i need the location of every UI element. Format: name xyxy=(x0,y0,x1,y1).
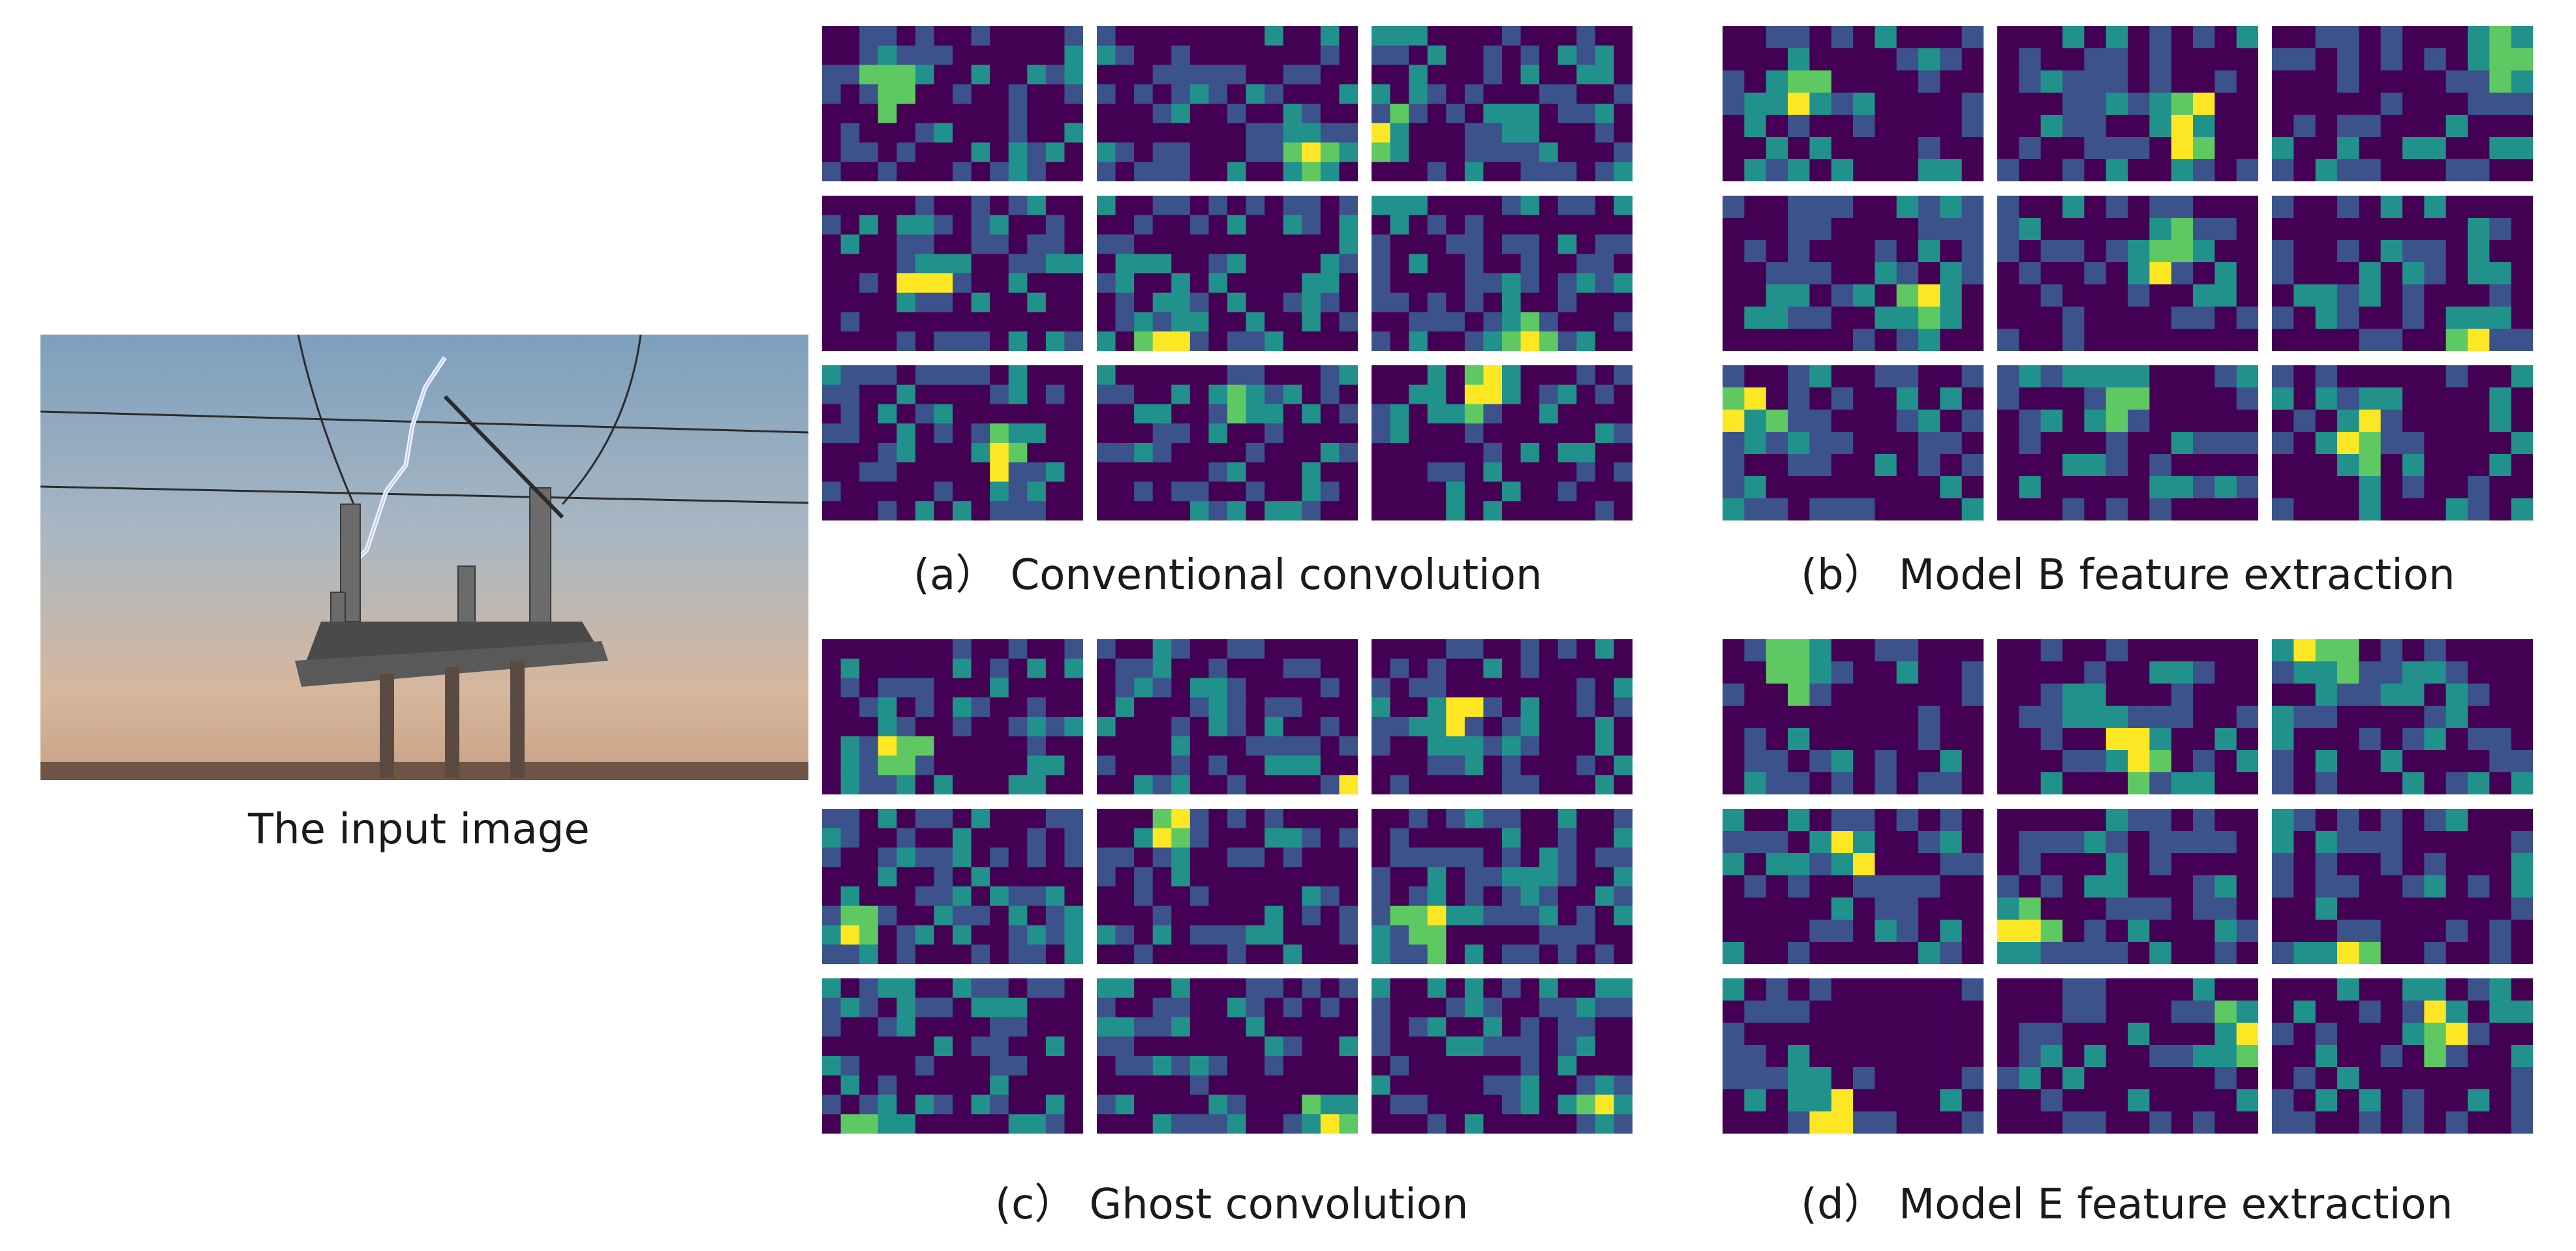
feature-map-a-3-3 xyxy=(1372,365,1633,520)
input-image xyxy=(40,335,808,780)
feature-map-b-2-2 xyxy=(1997,196,2258,351)
feature-map-a-2-3 xyxy=(1372,196,1633,351)
feature-map-c-3-1 xyxy=(822,978,1083,1134)
feature-map-a-2-2 xyxy=(1097,196,1358,351)
feature-map-a-1-3 xyxy=(1372,26,1633,181)
feature-map-b-1-2 xyxy=(1997,26,2258,181)
panel-c-caption: (c） Ghost convolution xyxy=(995,1181,1469,1229)
feature-map-a-3-1 xyxy=(822,365,1083,520)
panel-d-caption: (d） Model E feature extraction xyxy=(1801,1181,2453,1229)
feature-map-a-2-1 xyxy=(822,196,1083,351)
feature-map-b-1-3 xyxy=(2272,26,2533,181)
feature-map-a-1-2 xyxy=(1097,26,1358,181)
feature-map-c-1-3 xyxy=(1372,639,1633,794)
feature-map-d-3-1 xyxy=(1723,978,1984,1134)
panel-a-caption: (a） Conventional convolution xyxy=(913,551,1542,599)
feature-map-d-2-3 xyxy=(2272,809,2533,964)
feature-map-c-3-2 xyxy=(1097,978,1358,1134)
feature-map-a-3-2 xyxy=(1097,365,1358,520)
feature-map-b-3-2 xyxy=(1997,365,2258,520)
feature-map-c-2-1 xyxy=(822,809,1083,964)
panel-b-caption: (b） Model B feature extraction xyxy=(1801,551,2455,599)
feature-map-b-2-3 xyxy=(2272,196,2533,351)
input-image-caption: The input image xyxy=(248,806,590,854)
feature-map-c-1-2 xyxy=(1097,639,1358,794)
feature-map-d-1-3 xyxy=(2272,639,2533,794)
feature-map-d-1-2 xyxy=(1997,639,2258,794)
feature-map-d-3-2 xyxy=(1997,978,2258,1134)
feature-map-b-3-1 xyxy=(1723,365,1984,520)
feature-map-d-2-1 xyxy=(1723,809,1984,964)
feature-map-c-2-2 xyxy=(1097,809,1358,964)
feature-map-a-1-1 xyxy=(822,26,1083,181)
feature-map-c-2-3 xyxy=(1372,809,1633,964)
feature-map-d-2-2 xyxy=(1997,809,2258,964)
feature-map-c-3-3 xyxy=(1372,978,1633,1134)
feature-map-b-3-3 xyxy=(2272,365,2533,520)
feature-map-d-1-1 xyxy=(1723,639,1984,794)
feature-map-d-3-3 xyxy=(2272,978,2533,1134)
feature-map-b-2-1 xyxy=(1723,196,1984,351)
feature-map-c-1-1 xyxy=(822,639,1083,794)
feature-map-b-1-1 xyxy=(1723,26,1984,181)
